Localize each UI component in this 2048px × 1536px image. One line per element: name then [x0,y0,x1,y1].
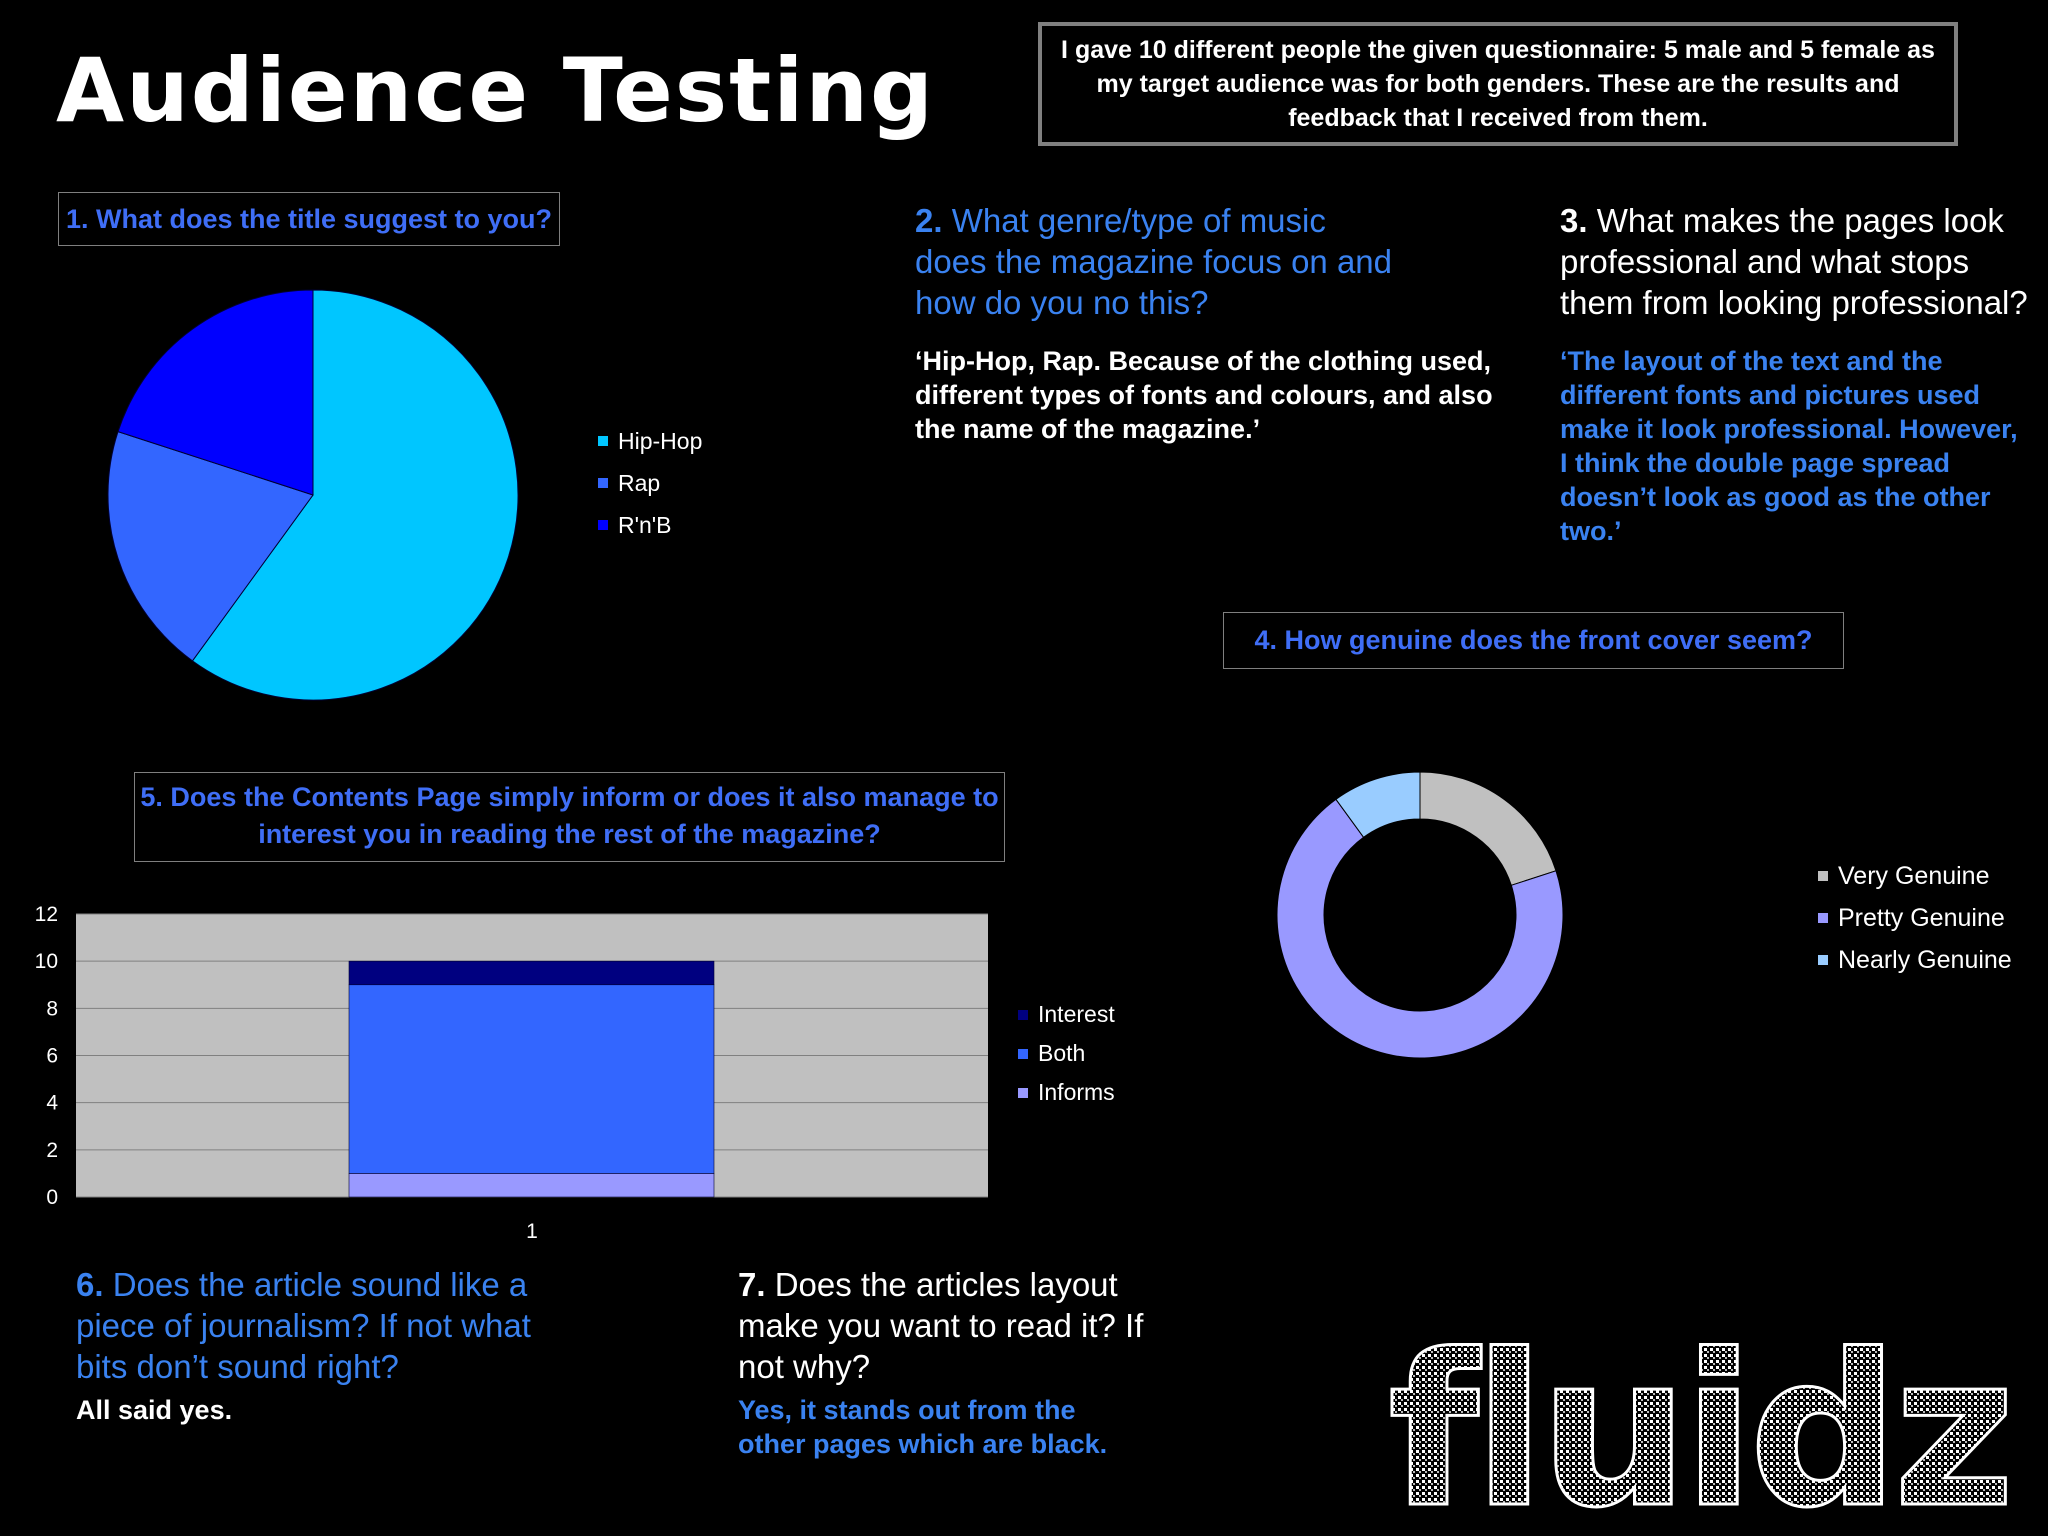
page-title: Audience Testing [56,39,935,142]
legend-swatch-interest [1018,1009,1028,1020]
question-5-text: 5. Does the Contents Page simply inform … [140,782,999,849]
legend-label-rap: Rap [618,469,661,496]
question-6-text: Does the article sound like a piece of j… [76,1266,531,1385]
legend-label-both: Both [1038,1040,1086,1066]
genuine-doughnut-chart [1276,771,1564,1059]
contents-bar-chart: 0 2 4 6 8 10 12 1 [35,903,988,1243]
question-5-box: 5. Does the Contents Page simply inform … [134,772,1005,862]
bar-y-tick-label-2: 2 [46,1139,58,1162]
legend-swatch-rap [598,478,608,488]
question-7-answer: Yes, it stands out from the other pages … [738,1395,1108,1459]
legend-item-interest: Interest [1018,995,1115,1034]
question-4-box: 4. How genuine does the front cover seem… [1223,612,1844,669]
bar-y-tick-label-4: 4 [46,1092,58,1115]
contents-bar-legend: Interest Both Informs [1018,995,1115,1112]
doughnut-slice-nearly-genuine [1335,771,1421,839]
legend-item-both: Both [1018,1034,1115,1073]
bar-segment-both [348,984,715,1174]
legend-item-hip-hop: Hip-Hop [598,420,702,462]
legend-item-very-genuine: Very Genuine [1818,855,2012,897]
pie-slice-r-n-b [117,289,314,496]
legend-item-nearly-genuine: Nearly Genuine [1818,939,2012,981]
legend-swatch-informs [1018,1087,1028,1098]
question-4-text: 4. How genuine does the front cover seem… [1254,625,1813,655]
genre-pie-chart [107,289,519,701]
question-1-text: 1. What does the title suggest to you? [65,204,553,234]
legend-swatch-both [1018,1048,1028,1059]
legend-item-informs: Informs [1018,1073,1115,1112]
bar-y-tick-label-12: 12 [35,903,58,926]
question-3: 3. What makes the pages look professiona… [1560,200,2040,323]
legend-item-pretty-genuine: Pretty Genuine [1818,897,2012,939]
legend-item-rnb: R'n'B [598,504,702,546]
doughnut-slice-very-genuine [1419,771,1557,886]
legend-label-informs: Informs [1038,1079,1115,1105]
question-6-number: 6. [76,1266,104,1303]
doughnut-slice-pretty-genuine [1276,798,1564,1059]
fluidz-logo-text: fluidz [1388,1318,2009,1518]
question-6-answer: All said yes. [76,1395,233,1425]
legend-label-rnb: R'n'B [618,511,672,538]
question-3-text: What makes the pages look professional a… [1560,202,2028,321]
legend-label-nearly-genuine: Nearly Genuine [1838,945,2012,974]
legend-label-pretty-genuine: Pretty Genuine [1838,903,2005,932]
question-1-box: 1. What does the title suggest to you? [58,192,560,246]
question-2: 2. What genre/type of music does the mag… [915,200,1395,323]
genre-pie-slices [107,289,519,701]
bar-segments [348,960,715,1198]
genre-pie-legend: Hip-Hop Rap R'n'B [598,420,702,546]
legend-label-hip-hop: Hip-Hop [618,427,703,454]
bar-y-tick-label-0: 0 [46,1186,58,1209]
genuine-doughnut-legend: Very Genuine Pretty Genuine Nearly Genui… [1818,855,2012,981]
question-6: 6. Does the article sound like a piece o… [76,1264,536,1387]
pie-slice-rap [107,431,314,662]
question-7-text: Does the articles layout make you want t… [738,1266,1144,1385]
bar-x-tick-label: 1 [526,1220,538,1243]
legend-label-interest: Interest [1038,1001,1115,1027]
bar-y-ticks: 0 2 4 6 8 10 12 [35,903,59,1209]
legend-swatch-very-genuine [1818,871,1828,881]
legend-swatch-hip-hop [598,436,608,446]
intro-text: I gave 10 different people the given que… [1061,36,1935,132]
legend-swatch-nearly-genuine [1818,955,1828,965]
question-3-answer: ‘The layout of the text and the differen… [1560,346,2018,546]
fluidz-logo: fluidz [1387,1318,2017,1518]
bar-y-tick-label-6: 6 [46,1045,58,1068]
bar-segment-interest [348,960,715,986]
bar-y-tick-label-8: 8 [46,997,58,1020]
intro-box: I gave 10 different people the given que… [1038,22,1958,146]
legend-swatch-pretty-genuine [1818,913,1828,923]
question-2-text: What genre/type of music does the magazi… [915,202,1393,321]
pie-slice-hip-hop [191,289,519,701]
question-2-number: 2. [915,202,943,239]
bar-segment-informs [348,1173,715,1198]
question-2-answer: ‘Hip-Hop, Rap. Because of the clothing u… [915,346,1493,444]
bar-y-tick-label-10: 10 [35,950,58,973]
question-7: 7. Does the articles layout make you wan… [738,1264,1178,1387]
legend-label-very-genuine: Very Genuine [1838,861,1990,890]
question-3-number: 3. [1560,202,1588,239]
legend-swatch-rnb [598,520,608,530]
question-7-number: 7. [738,1266,766,1303]
legend-item-rap: Rap [598,462,702,504]
genuine-doughnut-slices [1276,771,1564,1059]
